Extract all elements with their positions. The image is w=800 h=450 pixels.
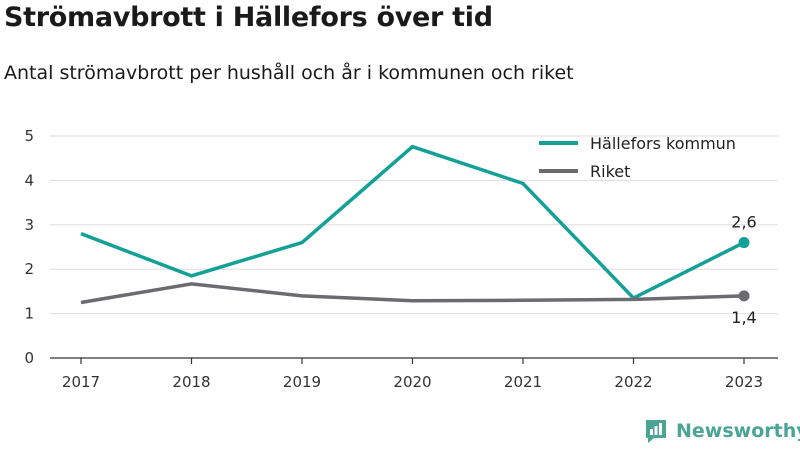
legend-label-0: Hällefors kommun [590,134,736,153]
series-lines [80,144,750,305]
brand-name: Newsworthy [676,420,800,442]
y-tick-label: 2 [24,260,34,278]
x-tick-label: 2022 [614,373,652,391]
brand: Newsworthy [644,418,800,444]
x-tick-label: 2017 [62,373,100,391]
series-line-0 [80,144,745,301]
end-labels: 2,6 1,4 [731,213,756,327]
y-tick-label: 1 [24,305,34,323]
end-point-0 [738,237,750,249]
x-tick-label: 2019 [283,373,321,391]
x-axis: 2017 2018 2019 2020 2021 2022 2023 [50,357,778,391]
y-tick-label: 4 [24,171,34,189]
y-tick-label: 3 [24,216,34,234]
legend-label-1: Riket [590,162,630,181]
y-axis-ticks: 0 1 2 3 4 5 [24,127,34,367]
end-label-1: 1,4 [731,308,756,327]
grid-lines [50,135,778,315]
x-tick-label: 2023 [725,373,763,391]
chart-subtitle: Antal strömavbrott per hushåll och år i … [4,62,574,84]
chart-title: Strömavbrott i Hällefors över tid [4,2,493,33]
x-tick-label: 2021 [504,373,542,391]
end-label-0: 2,6 [731,213,756,232]
x-tick-label: 2020 [393,373,431,391]
y-tick-label: 5 [24,127,34,145]
newsworthy-logo-icon [644,418,668,444]
y-tick-label: 0 [24,349,34,367]
series-line-1 [80,282,745,305]
legend: Hällefors kommun Riket [539,134,736,181]
x-tick-label: 2018 [172,373,210,391]
end-point-1 [738,290,750,302]
